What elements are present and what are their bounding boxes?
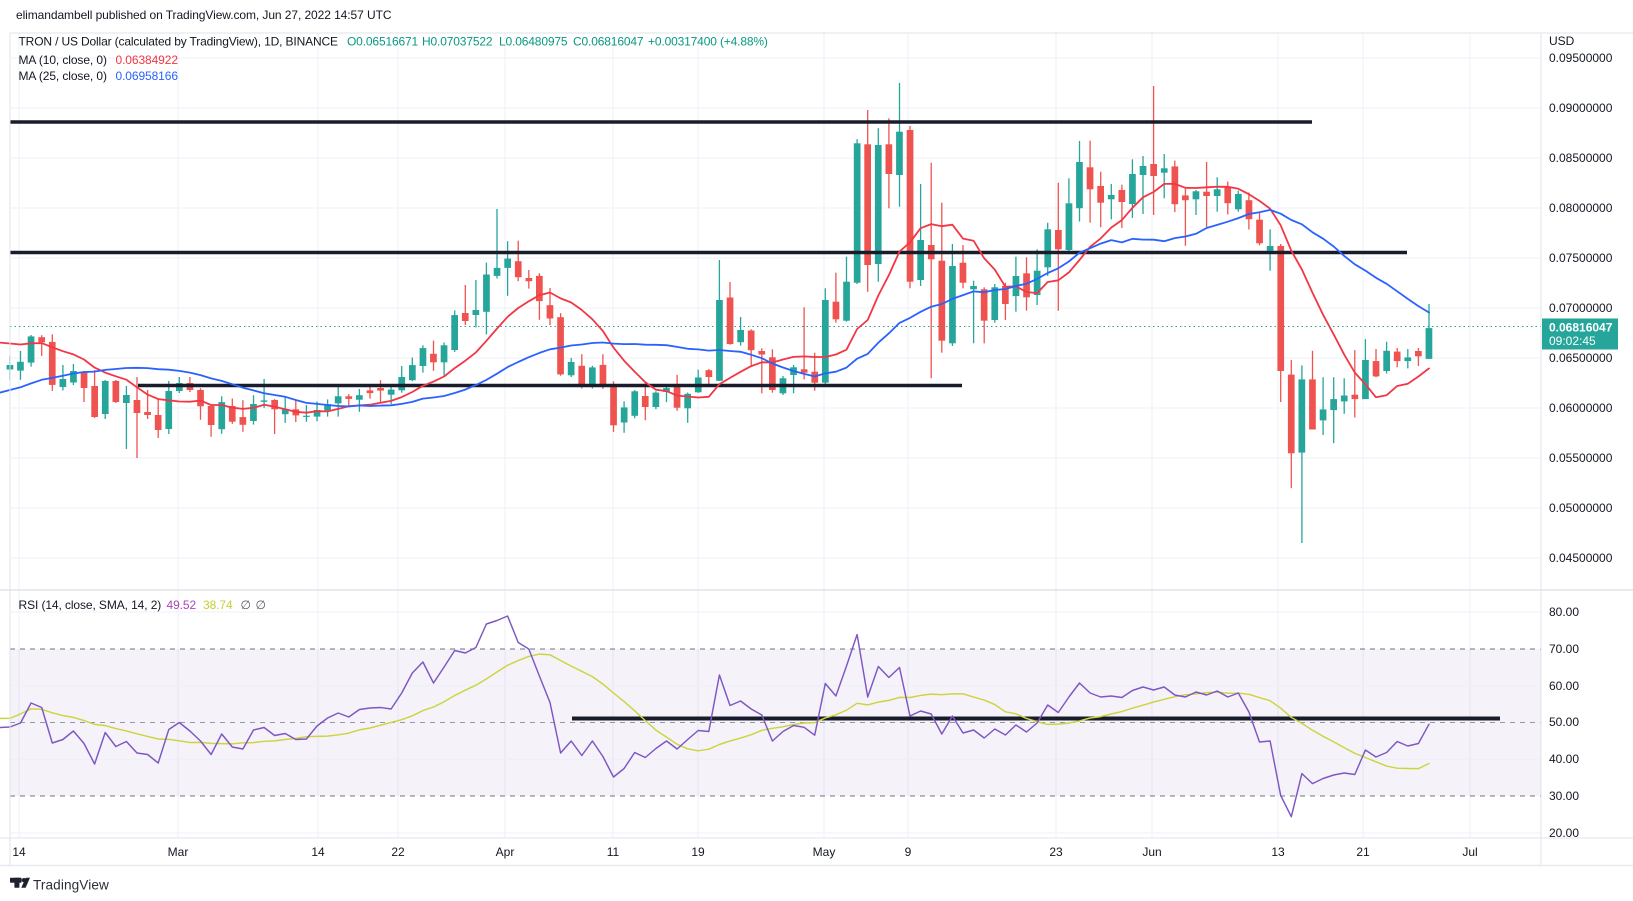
svg-text:70.00: 70.00	[1549, 642, 1579, 656]
svg-text:60.00: 60.00	[1549, 679, 1579, 693]
svg-text:USD: USD	[1549, 34, 1575, 48]
svg-text:0.09500000: 0.09500000	[1549, 51, 1613, 65]
svg-text:RSI (14, close, SMA, 14, 2)49.: RSI (14, close, SMA, 14, 2) 49.52 38.74 ∅ ∅	[19, 598, 266, 612]
svg-text:19: 19	[691, 845, 705, 859]
svg-text:0.07500000: 0.07500000	[1549, 251, 1613, 265]
svg-text:0.06500000: 0.06500000	[1549, 351, 1613, 365]
svg-text:14: 14	[311, 845, 325, 859]
svg-text:0.06000000: 0.06000000	[1549, 401, 1613, 415]
svg-text:MA (25, close, 0)0.06958166: MA (25, close, 0) 0.06958166	[19, 69, 179, 83]
svg-text:0.08000000: 0.08000000	[1549, 201, 1613, 215]
svg-text:0.05000000: 0.05000000	[1549, 501, 1613, 515]
svg-text:21: 21	[1356, 845, 1370, 859]
svg-text:23: 23	[1049, 845, 1063, 859]
svg-text:Apr: Apr	[496, 845, 515, 859]
svg-text:0.08500000: 0.08500000	[1549, 151, 1613, 165]
svg-text:14: 14	[12, 845, 26, 859]
svg-text:Mar: Mar	[168, 845, 189, 859]
svg-text:TradingView: TradingView	[33, 878, 109, 893]
svg-text:Jun: Jun	[1142, 845, 1161, 859]
svg-text:0.07000000: 0.07000000	[1549, 301, 1613, 315]
svg-text:9: 9	[905, 845, 912, 859]
svg-text:May: May	[813, 845, 836, 859]
svg-text:09:02:45: 09:02:45	[1549, 334, 1596, 348]
svg-text:MA (10, close, 0)0.06384922: MA (10, close, 0) 0.06384922	[19, 53, 179, 67]
svg-text:50.00: 50.00	[1549, 715, 1579, 729]
svg-text:30.00: 30.00	[1549, 789, 1579, 803]
svg-text:22: 22	[391, 845, 405, 859]
svg-text:13: 13	[1271, 845, 1285, 859]
svg-text:0.09000000: 0.09000000	[1549, 101, 1613, 115]
svg-text:20.00: 20.00	[1549, 826, 1579, 840]
svg-text:0.05500000: 0.05500000	[1549, 451, 1613, 465]
svg-text:40.00: 40.00	[1549, 752, 1579, 766]
svg-text:80.00: 80.00	[1549, 605, 1579, 619]
svg-text:0.04500000: 0.04500000	[1549, 551, 1613, 565]
svg-text:Jul: Jul	[1462, 845, 1477, 859]
svg-text:0.06816047: 0.06816047	[1549, 321, 1613, 335]
svg-text:elimandambell published on Tra: elimandambell published on TradingView.c…	[16, 8, 392, 22]
svg-text:11: 11	[607, 845, 620, 859]
svg-text:TRON / US Dollar (calculated b: TRON / US Dollar (calculated by TradingV…	[19, 35, 768, 49]
